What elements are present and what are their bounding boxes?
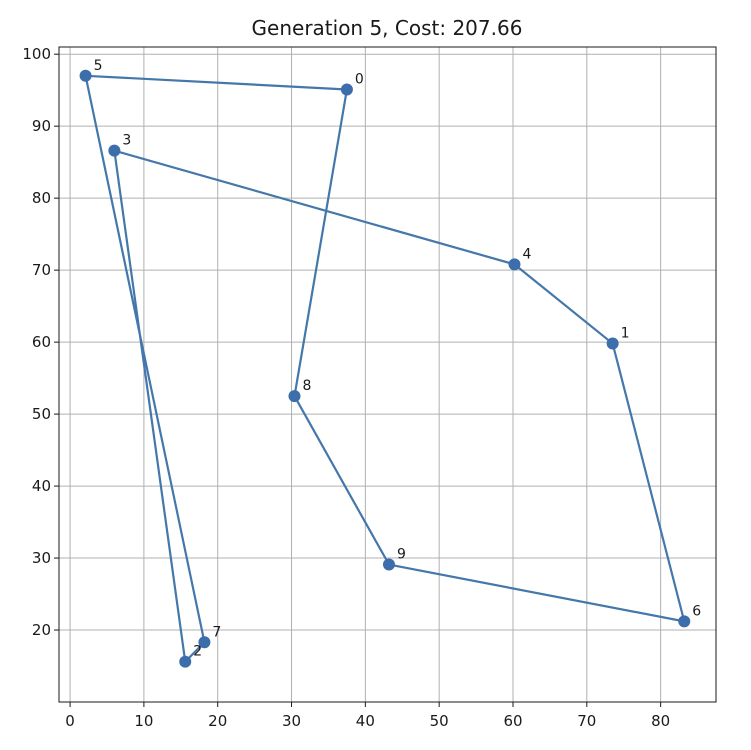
grid-lines — [59, 47, 716, 702]
axes-frame — [58, 46, 717, 703]
city-point-2 — [179, 655, 192, 668]
city-label-1: 1 — [621, 326, 630, 342]
x-tick-label: 10 — [134, 712, 153, 730]
x-axis-ticks: 0 10 20 30 40 50 60 70 80 — [65, 702, 670, 730]
y-tick-label: 60 — [32, 333, 51, 351]
city-points — [79, 69, 691, 668]
x-tick-label: 0 — [65, 712, 75, 730]
city-label-7: 7 — [212, 624, 221, 640]
city-label-9: 9 — [397, 547, 406, 563]
city-labels: 0 1 2 3 4 5 6 7 8 9 — [94, 58, 702, 660]
city-point-6 — [678, 615, 691, 628]
y-tick-label: 80 — [32, 189, 51, 207]
y-tick-label: 50 — [32, 405, 51, 423]
x-tick-label: 50 — [430, 712, 449, 730]
x-tick-label: 80 — [651, 712, 670, 730]
x-tick-label: 30 — [282, 712, 301, 730]
y-tick-label: 20 — [32, 621, 51, 639]
city-label-2: 2 — [193, 644, 202, 660]
city-label-5: 5 — [94, 58, 103, 74]
city-label-4: 4 — [522, 246, 531, 262]
x-tick-label: 60 — [503, 712, 522, 730]
route-lines — [84, 74, 686, 663]
city-point-5 — [79, 69, 92, 82]
city-label-0: 0 — [355, 71, 364, 87]
x-tick-label: 20 — [208, 712, 227, 730]
y-axis-ticks: 20 30 40 50 60 70 80 90 100 — [22, 45, 59, 639]
city-point-4 — [508, 258, 521, 271]
y-tick-label: 90 — [32, 117, 51, 135]
y-tick-label: 40 — [32, 477, 51, 495]
city-label-8: 8 — [302, 378, 311, 394]
x-tick-label: 70 — [577, 712, 596, 730]
city-point-0 — [340, 83, 353, 96]
y-tick-label: 70 — [32, 261, 51, 279]
chart-title: Generation 5, Cost: 207.66 — [252, 16, 523, 40]
city-label-3: 3 — [122, 133, 131, 149]
route-polyline — [84, 74, 686, 663]
y-tick-label: 100 — [22, 45, 51, 63]
city-point-9 — [382, 558, 395, 571]
y-tick-label: 30 — [32, 549, 51, 567]
x-tick-label: 40 — [356, 712, 375, 730]
city-point-1 — [606, 337, 619, 350]
city-label-6: 6 — [692, 603, 701, 619]
city-point-7 — [198, 636, 211, 649]
city-point-3 — [108, 144, 121, 157]
city-point-8 — [288, 390, 301, 403]
